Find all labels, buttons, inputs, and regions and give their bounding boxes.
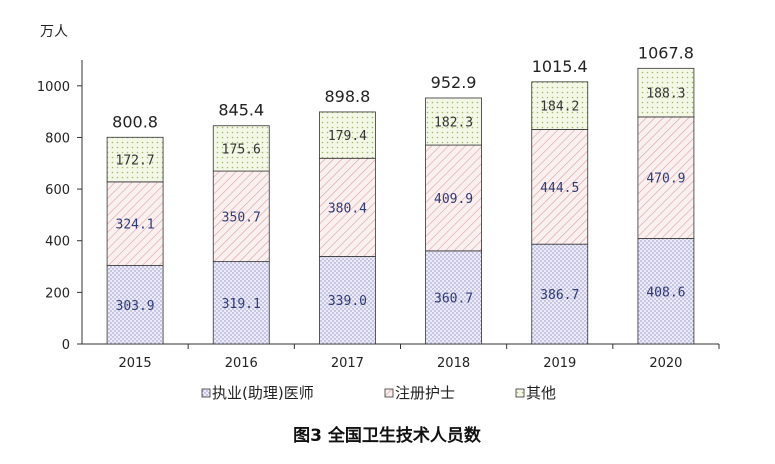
- bar-label-doctor: 360.7: [434, 291, 473, 306]
- bar-segment-nurse: [319, 157, 376, 257]
- bar-segment-doctor: [425, 250, 482, 345]
- bar-label-nurse: 409.9: [434, 192, 473, 207]
- bar-segment-other: [319, 111, 376, 159]
- y-tick-label: 1000: [37, 80, 70, 95]
- y-tick-label: 800: [45, 131, 70, 146]
- x-tick-label: 2019: [543, 356, 576, 371]
- bar-total-label: 1067.8: [638, 43, 694, 62]
- legend-item-other: 其他: [515, 384, 556, 402]
- bar-segment-doctor: [106, 265, 164, 345]
- bar-label-doctor: 319.1: [222, 297, 261, 312]
- legend-label-other: 其他: [526, 384, 556, 402]
- bar-label-other: 184.2: [540, 100, 579, 115]
- bar-segment-nurse: [531, 128, 589, 245]
- bar-label-other: 182.3: [434, 116, 473, 131]
- legend-item-nurse: 注册护士: [384, 384, 455, 402]
- bar-total-label: 800.8: [112, 112, 158, 131]
- legend: 执业(助理)医师 注册护士 其他: [201, 384, 556, 402]
- bar-label-nurse: 380.4: [328, 201, 367, 216]
- bar-segment-other: [531, 81, 589, 130]
- bar-label-other: 172.7: [116, 154, 155, 169]
- y-tick-label: 600: [45, 183, 70, 198]
- bar-label-doctor: 339.0: [328, 294, 367, 309]
- x-axis: 2015 2016 2017 2018 2019 2020: [82, 343, 720, 371]
- x-tick-label: 2015: [119, 356, 152, 371]
- bar-segment-other: [425, 97, 482, 146]
- bar-segment-nurse: [212, 170, 270, 263]
- bar-segment-other: [212, 125, 270, 172]
- bar-label-other: 179.4: [328, 129, 367, 144]
- y-axis: 0 200 400 600 800 1000: [37, 60, 83, 353]
- bar-segment-nurse: [425, 144, 482, 252]
- bar-label-nurse: 444.5: [540, 181, 579, 196]
- y-axis-unit-label: 万人: [40, 24, 68, 40]
- bar-label-doctor: 408.6: [646, 285, 685, 300]
- bar-label-doctor: 386.7: [540, 288, 579, 303]
- bar-segment-doctor: [637, 238, 695, 345]
- bar-total-label: 898.8: [325, 87, 371, 106]
- x-tick-label: 2017: [331, 356, 364, 371]
- bar-total-label: 1015.4: [532, 57, 588, 76]
- bars-group: 303.9 324.1 172.7 800.8 319.1 350.7 175.6 845.4…: [106, 43, 695, 345]
- bar-segment-nurse: [637, 116, 695, 239]
- bar-label-nurse: 350.7: [222, 210, 261, 225]
- y-tick-label: 0: [62, 338, 70, 353]
- chart-title: 图3 全国卫生技术人员数: [293, 425, 482, 446]
- legend-label-nurse: 注册护士: [395, 384, 455, 402]
- y-tick-label: 200: [45, 286, 70, 301]
- y-tick-label: 400: [45, 235, 70, 250]
- bar-segment-other: [637, 67, 695, 118]
- legend-label-doctor: 执业(助理)医师: [212, 384, 314, 402]
- bar-segment-doctor: [319, 256, 376, 345]
- x-tick-label: 2020: [649, 356, 682, 371]
- legend-item-doctor: 执业(助理)医师: [201, 384, 314, 402]
- bar-segment-nurse: [106, 181, 164, 266]
- bar-segment-other: [106, 136, 164, 183]
- bar-total-label: 845.4: [218, 101, 264, 120]
- bar-label-other: 188.3: [646, 87, 685, 102]
- bar-segment-doctor: [212, 261, 270, 345]
- x-tick-label: 2016: [225, 356, 258, 371]
- bar-label-nurse: 324.1: [116, 218, 155, 233]
- bar-label-doctor: 303.9: [116, 299, 155, 314]
- x-tick-label: 2018: [437, 356, 470, 371]
- bar-segment-doctor: [531, 243, 589, 345]
- legend-swatch-other: [515, 388, 525, 398]
- legend-swatch-doctor: [201, 388, 211, 398]
- bar-label-nurse: 470.9: [646, 172, 685, 187]
- bar-total-label: 952.9: [431, 73, 477, 92]
- legend-swatch-nurse: [384, 388, 394, 398]
- bar-label-other: 175.6: [222, 142, 261, 157]
